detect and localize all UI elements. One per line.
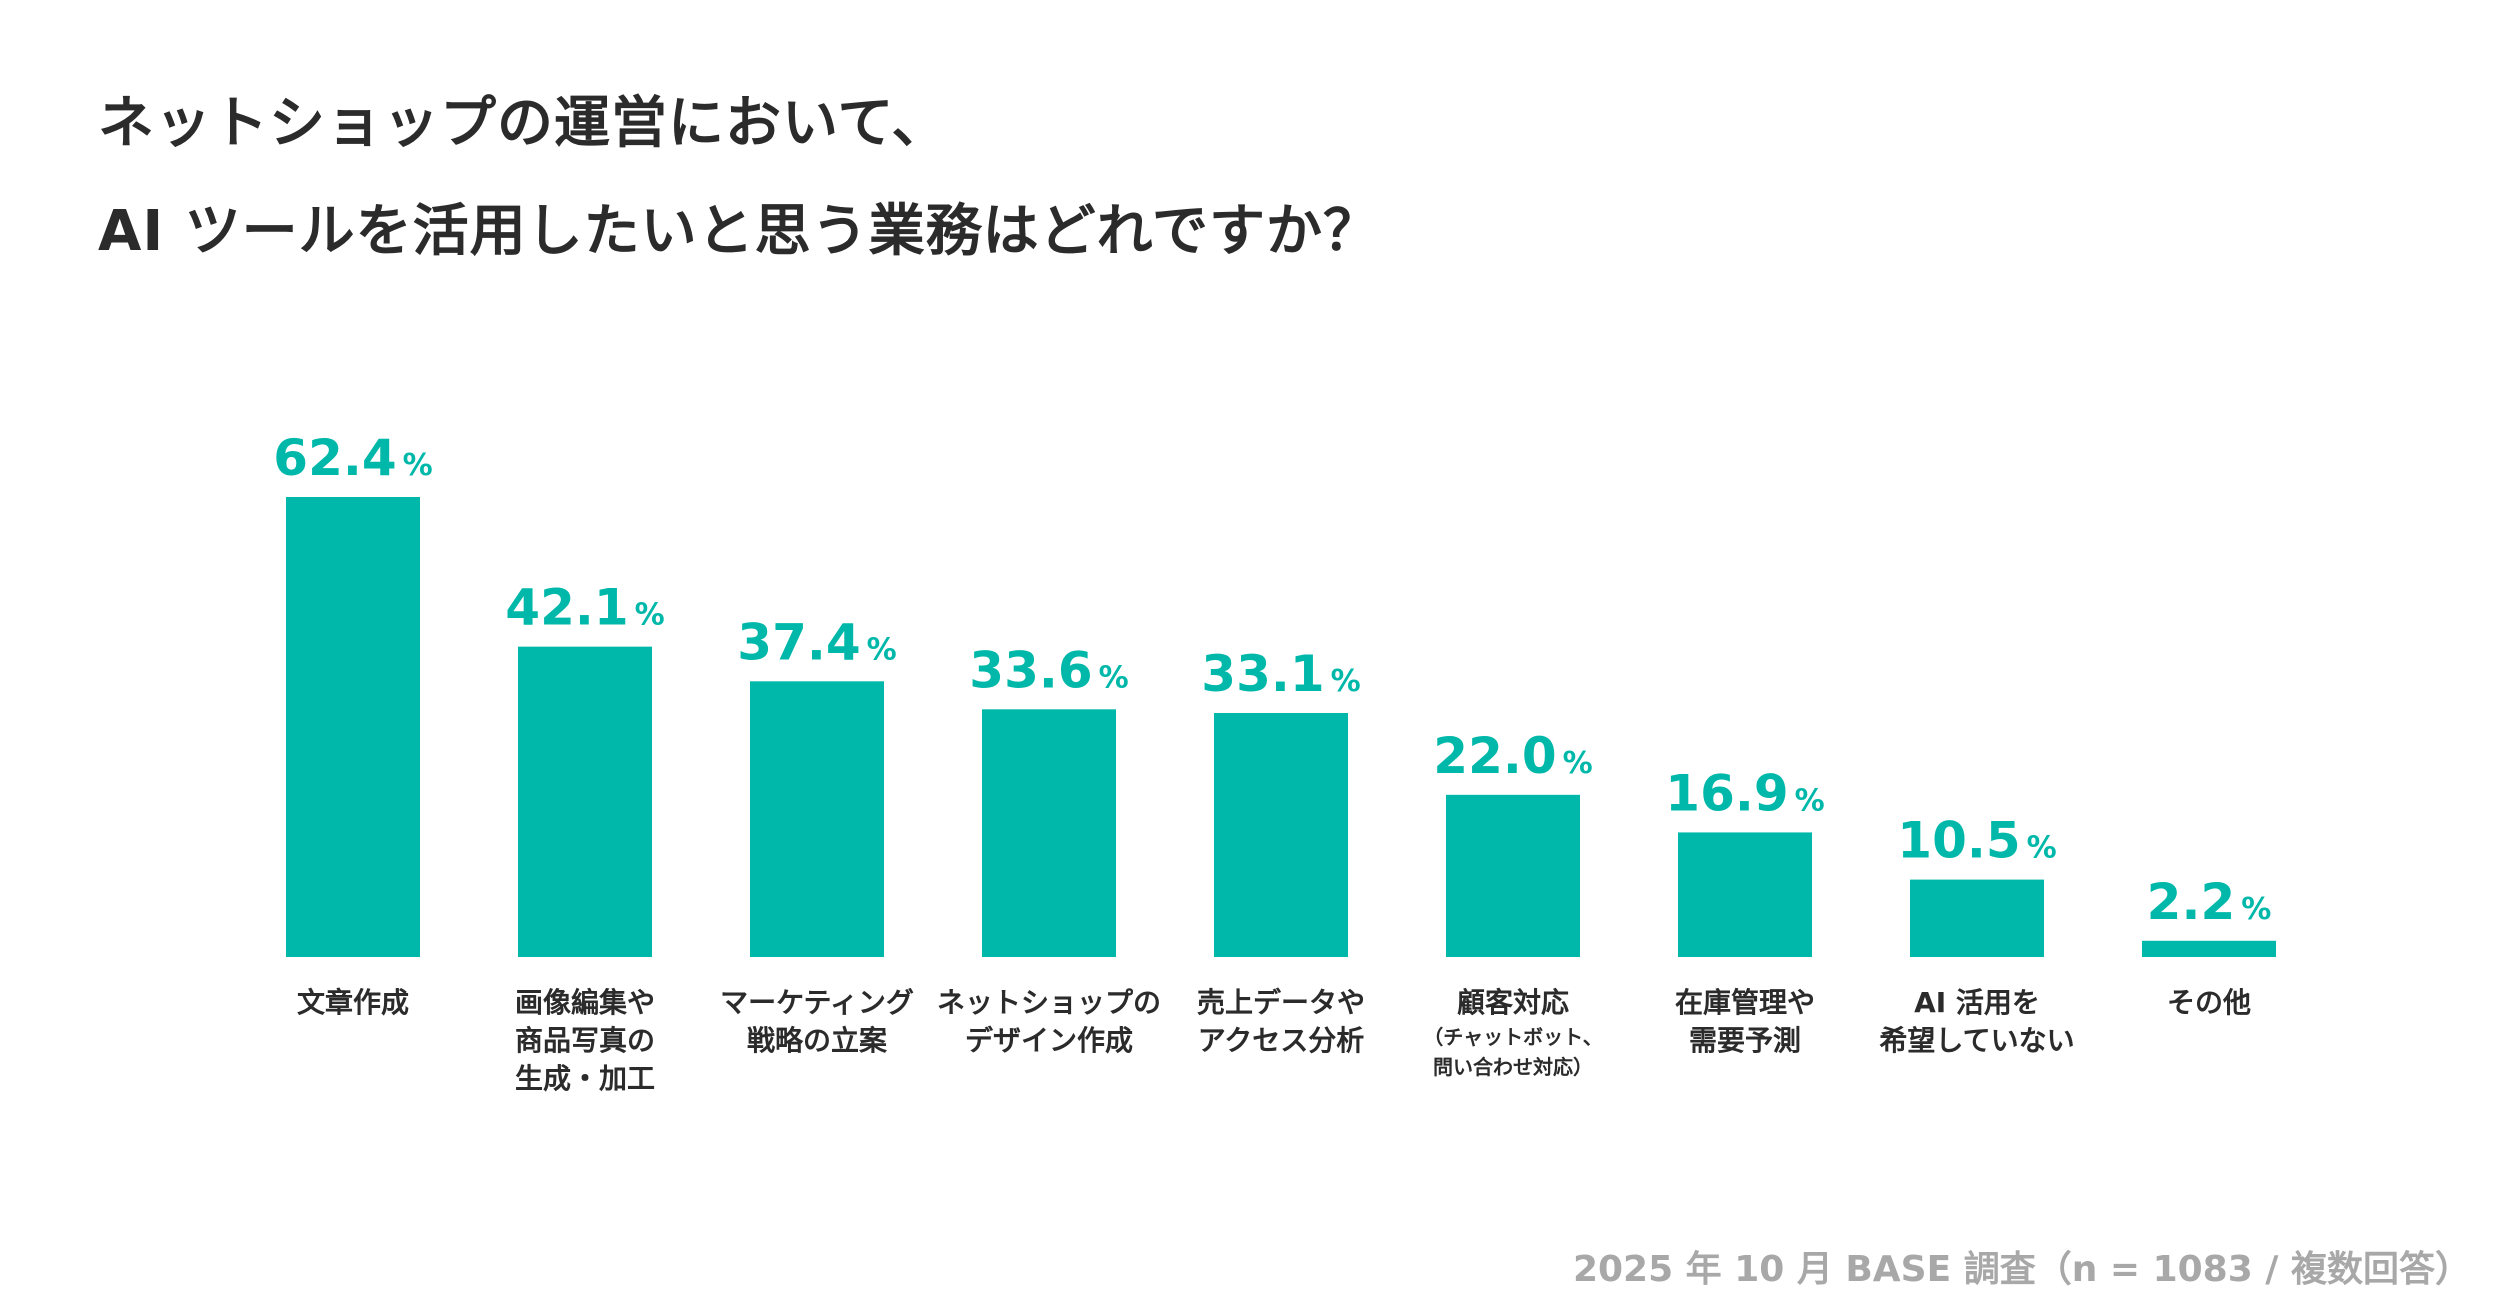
value-unit: % — [403, 448, 433, 483]
value-unit: % — [2241, 892, 2271, 927]
value-label: 16.9% — [1665, 764, 1824, 822]
category-label: 需要予測 — [1689, 1024, 1801, 1057]
value-label: 62.4% — [273, 429, 432, 487]
category-label: 売上データや — [1197, 986, 1365, 1019]
category-label: 在庫管理や — [1675, 986, 1815, 1019]
value-number: 33.1 — [1201, 645, 1324, 703]
value-label: 42.1% — [505, 579, 664, 637]
category-label: 画像編集や — [515, 986, 655, 1019]
bar — [750, 681, 884, 957]
value-label: 10.5% — [1897, 812, 2056, 870]
bar — [1214, 712, 1348, 957]
value-number: 33.6 — [969, 641, 1092, 699]
bar-series — [286, 497, 2276, 957]
source-note: 2025 年 10 月 BASE 調査（n = 1083 / 複数回答） — [1572, 1249, 2471, 1290]
category-label: 文章作成 — [297, 986, 409, 1019]
bar — [982, 709, 1116, 957]
value-unit: % — [1563, 746, 1593, 781]
value-number: 10.5 — [1897, 812, 2020, 870]
value-unit: % — [1331, 664, 1361, 699]
chart-title-line-1: ネットショップの運営において、 — [98, 91, 949, 156]
category-label: マーケティング — [720, 986, 914, 1019]
value-unit: % — [635, 598, 665, 633]
category-label: AI 活用を — [1914, 986, 2040, 1019]
value-unit: % — [1795, 783, 1825, 818]
value-number: 37.4 — [737, 613, 860, 671]
category-label: 顧客対応 — [1457, 986, 1569, 1019]
category-label: 商品写真の — [515, 1024, 655, 1057]
category-label: 希望していない — [1879, 1024, 2074, 1057]
category-label: 戦略の立案 — [747, 1024, 888, 1057]
value-number: 42.1 — [505, 579, 628, 637]
value-labels: 62.4 %42.1% 37.4% 33.6% 33.1 %22.0 %16.9 %10.5%… — [273, 429, 2271, 931]
bar — [1446, 794, 1580, 957]
bar — [1678, 832, 1812, 957]
value-number: 2.2 — [2147, 873, 2236, 931]
value-number: 16.9 — [1665, 764, 1788, 822]
value-label: 33.6% — [969, 641, 1128, 699]
value-unit: % — [1099, 660, 1129, 695]
category-label: 生成・加工 — [515, 1062, 655, 1095]
value-label: 22.0% — [1433, 727, 1592, 785]
category-note: （チャットボット、 — [1423, 1025, 1602, 1049]
chart-title-line-2: AI ツールを活用したいと思う業務はどれですか？ — [98, 199, 1380, 264]
value-number: 62.4 — [273, 429, 396, 487]
value-unit: % — [867, 632, 897, 667]
value-label: 2.2% — [2147, 873, 2272, 931]
bar — [2142, 940, 2276, 957]
value-label: 37.4% — [737, 613, 896, 671]
value-unit: % — [2027, 831, 2057, 866]
category-label: デザイン作成 — [965, 1024, 1133, 1057]
category-label: アクセス分析 — [1198, 1024, 1365, 1057]
bar — [286, 497, 420, 957]
category-label: ネットショップの — [937, 986, 1161, 1019]
category-label: その他 — [2167, 986, 2251, 1019]
bar — [1910, 879, 2044, 957]
value-label: 33.1% — [1201, 645, 1360, 703]
value-number: 22.0 — [1433, 727, 1556, 785]
chart-title: ネットショップの運営において、 AI ツールを活用したいと思う業務はどれですか？ — [98, 70, 1380, 286]
bar — [518, 646, 652, 957]
category-note: 問い合わせ対応） — [1433, 1055, 1593, 1079]
